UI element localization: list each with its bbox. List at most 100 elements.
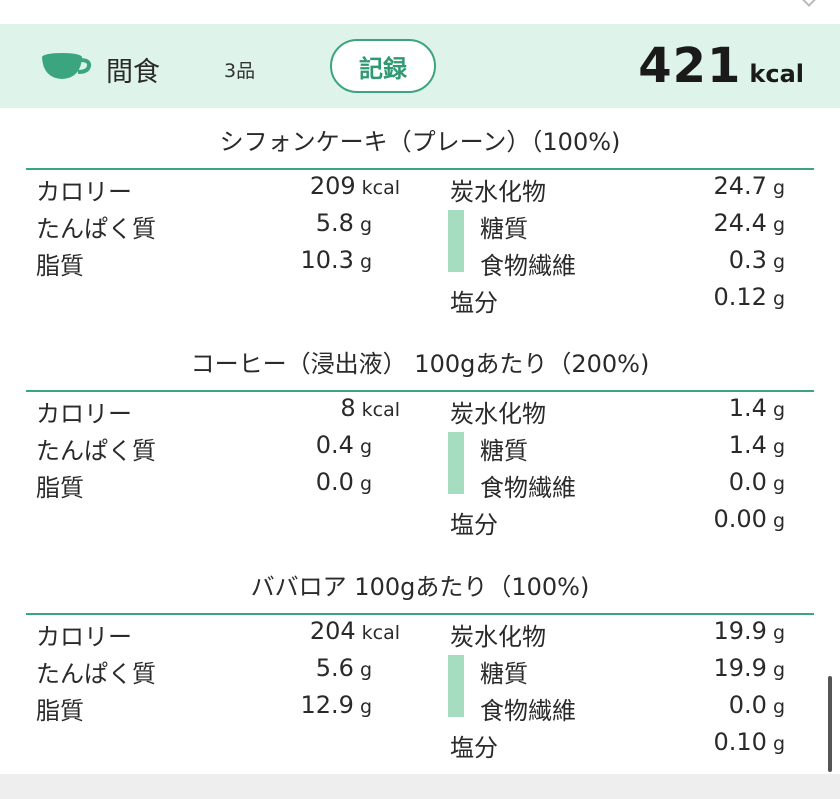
g-unit: g [359,696,372,718]
salt-number: 0.00 [713,505,767,533]
g-unit: g [772,733,785,755]
sugar-label: 糖質 [480,660,528,688]
protein-value: 5.8 g [316,209,372,237]
g-unit: g [772,251,785,273]
carb-breakdown-bar [448,432,464,494]
fiber-number: 0.3 [728,246,767,274]
protein-number: 0.4 [315,431,354,459]
fat-number: 10.3 [300,246,354,274]
protein-label: たんぱく質 [36,437,156,465]
protein-label: たんぱく質 [36,215,156,243]
calories-number: 8 [340,394,356,422]
divider [26,390,814,392]
carbs-value: 24.7 g [714,172,786,200]
carb-breakdown-bar [448,655,464,717]
salt-number: 0.10 [713,728,767,756]
g-unit: g [772,510,785,532]
total-calories-value: 421 [638,38,742,94]
food-title: シフォンケーキ（プレーン）（100%) [219,128,621,156]
top-strip [0,0,840,24]
protein-value: 5.6 g [316,654,372,682]
fat-label: 脂質 [36,697,84,725]
g-unit: g [359,251,372,273]
salt-number: 0.12 [713,283,767,311]
divider [26,613,814,615]
calories-value: 204 kcal [310,617,400,645]
g-unit: g [359,436,372,458]
divider [26,168,814,170]
g-unit: g [359,473,372,495]
salt-value: 0.12 g [714,283,786,311]
sugar-number: 19.9 [713,654,767,682]
salt-label: 塩分 [450,511,498,539]
calories-label: カロリー [36,178,132,206]
g-unit: g [772,659,785,681]
protein-number: 5.8 [315,209,354,237]
meal-header: 間食 3品 記録 421 kcal [0,24,840,108]
protein-number: 5.6 [315,654,354,682]
fiber-number: 0.0 [728,691,767,719]
fiber-label: 食物繊維 [480,697,576,725]
sugar-label: 糖質 [480,437,528,465]
food-title: ババロア 100gあたり（100%) [250,573,590,601]
sugar-value: 1.4 g [729,431,785,459]
fat-number: 12.9 [300,691,354,719]
kcal-unit: kcal [361,177,400,199]
total-calories-unit: kcal [749,60,804,88]
sugar-number: 1.4 [728,431,767,459]
g-unit: g [772,436,785,458]
coffee-cup-icon [42,53,92,79]
sugar-value: 24.4 g [714,209,786,237]
g-unit: g [772,177,785,199]
calories-number: 209 [309,172,356,200]
carbs-value: 1.4 g [729,394,785,422]
calories-value: 209 kcal [310,172,400,200]
food-title: コーヒー（浸出液） 100gあたり（200%) [190,350,650,378]
protein-label: たんぱく質 [36,660,156,688]
chevron-down-icon[interactable] [799,0,819,7]
fiber-value: 0.0 g [729,691,785,719]
kcal-unit: kcal [361,399,400,421]
fat-value: 0.0 g [316,468,372,496]
sugar-value: 19.9 g [714,654,786,682]
calories-value: 8 kcal [340,394,400,422]
carbs-value: 19.9 g [714,617,786,645]
carbs-label: 炭水化物 [450,178,546,206]
sugar-number: 24.4 [713,209,767,237]
meal-name: 間食 [106,57,160,88]
scrollbar[interactable] [828,676,832,772]
salt-value: 0.00 g [714,505,786,533]
fat-value: 10.3 g [301,246,373,274]
calories-label: カロリー [36,400,132,428]
sugar-label: 糖質 [480,215,528,243]
carbs-number: 1.4 [728,394,767,422]
protein-value: 0.4 g [316,431,372,459]
fiber-label: 食物繊維 [480,474,576,502]
carbs-number: 19.9 [713,617,767,645]
fiber-number: 0.0 [728,468,767,496]
carb-breakdown-bar [448,210,464,272]
g-unit: g [772,214,785,236]
item-count: 3品 [224,60,256,82]
total-calories: 421 kcal [638,38,804,94]
g-unit: g [359,659,372,681]
carbs-number: 24.7 [713,172,767,200]
salt-label: 塩分 [450,734,498,762]
g-unit: g [359,214,372,236]
fat-label: 脂質 [36,252,84,280]
fiber-value: 0.0 g [729,468,785,496]
g-unit: g [772,622,785,644]
g-unit: g [772,288,785,310]
g-unit: g [772,399,785,421]
calories-label: カロリー [36,623,132,651]
g-unit: g [772,473,785,495]
fat-label: 脂質 [36,474,84,502]
fiber-value: 0.3 g [729,246,785,274]
footer-bar [0,774,840,799]
salt-label: 塩分 [450,289,498,317]
record-button[interactable]: 記録 [330,39,436,93]
kcal-unit: kcal [361,622,400,644]
g-unit: g [772,696,785,718]
carbs-label: 炭水化物 [450,623,546,651]
fiber-label: 食物繊維 [480,252,576,280]
